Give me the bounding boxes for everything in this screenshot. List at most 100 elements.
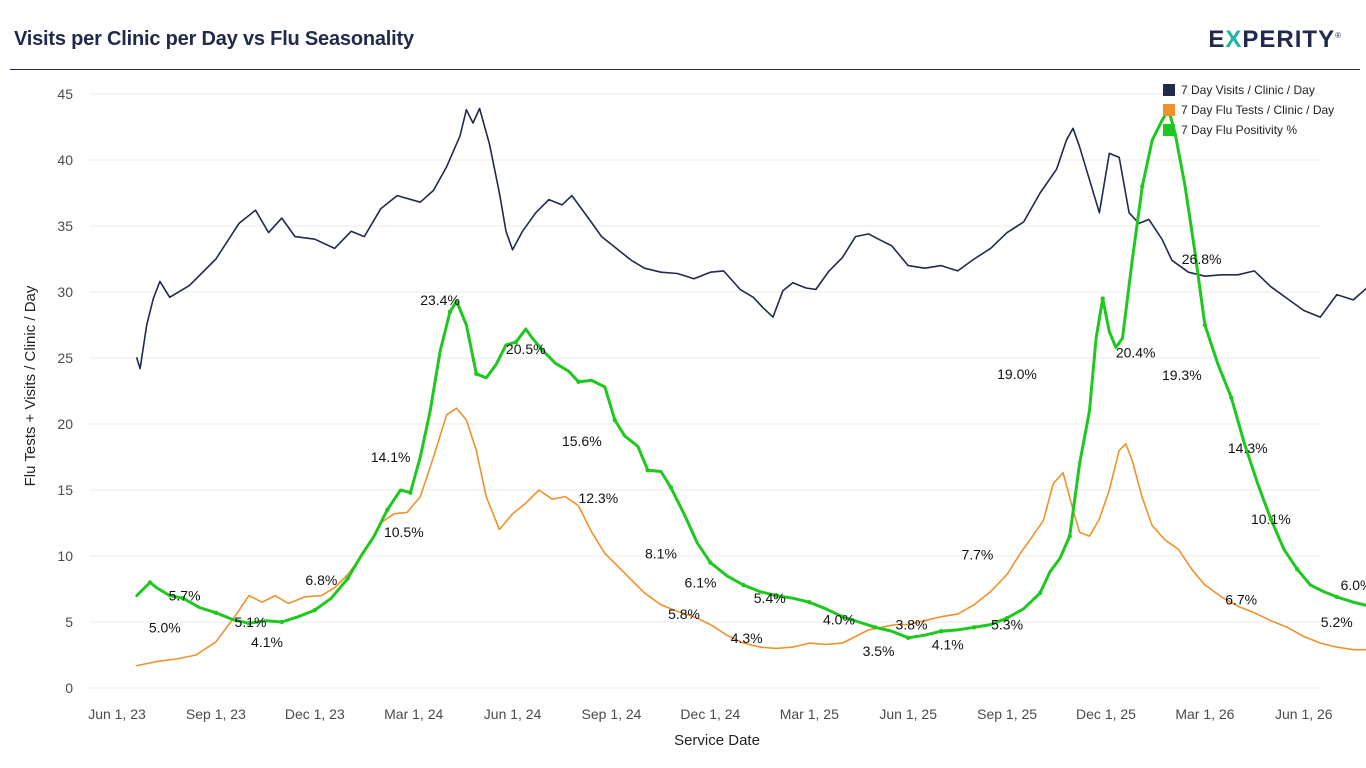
- y-tick-label: 0: [65, 680, 73, 696]
- experity-logo: EXPERITY®: [1208, 26, 1342, 54]
- y-tick-label: 45: [57, 86, 73, 102]
- data-label: 20.5%: [506, 341, 546, 357]
- data-label: 6.1%: [685, 574, 717, 590]
- data-label: 10.5%: [384, 524, 424, 540]
- y-tick-label: 10: [57, 548, 73, 564]
- series-line-2: [136, 407, 1366, 667]
- positivity-marker: [668, 485, 674, 490]
- x-tick-label: Sep 1, 24: [582, 706, 642, 722]
- data-label: 19.3%: [1162, 367, 1202, 383]
- data-label: 3.8%: [896, 617, 928, 633]
- positivity-marker: [1334, 594, 1339, 600]
- x-axis-label: Service Date: [674, 732, 760, 749]
- header: Visits per Clinic per Day vs Flu Seasona…: [0, 0, 1366, 70]
- positivity-marker: [1295, 567, 1300, 572]
- positivity-marker: [180, 596, 186, 601]
- x-axis-ticks: Jun 1, 23 Sep 1, 23 Dec 1, 23 Mar 1, 24 Jun …: [88, 706, 1333, 722]
- data-labels: 5.7% 5.0% 5.1% 4.1% 6.8% 10.5% 14.1% 23.4% 20.5%…: [149, 251, 1366, 659]
- logo-x: X: [1225, 26, 1243, 53]
- data-label: 14.1%: [371, 449, 411, 465]
- data-label: 5.3%: [991, 617, 1023, 633]
- data-label: 14.3%: [1228, 440, 1268, 456]
- data-label: 23.4%: [420, 292, 460, 308]
- data-label: 5.7%: [169, 588, 201, 604]
- positivity-marker: [1140, 184, 1145, 189]
- positivity-marker: [540, 347, 545, 353]
- legend-label: 7 Day Flu Positivity %: [1181, 123, 1297, 137]
- positivity-marker: [1229, 395, 1234, 400]
- positivity-marker: [385, 507, 390, 512]
- positivity-marker: [938, 629, 944, 634]
- positivity-marker: [906, 635, 911, 641]
- y-tick-label: 25: [57, 350, 73, 366]
- positivity-marker: [971, 625, 977, 630]
- data-label: 5.0%: [149, 619, 181, 635]
- positivity-marker: [708, 560, 713, 565]
- y-tick-label: 5: [65, 614, 73, 630]
- data-label: 26.8%: [1182, 251, 1222, 267]
- data-label: 6.0%: [1341, 577, 1366, 593]
- y-tick-label: 35: [57, 218, 73, 234]
- positivity-marker: [1004, 615, 1010, 621]
- positivity-marker: [1100, 296, 1105, 301]
- positivity-marker: [279, 619, 285, 625]
- data-label: 8.1%: [645, 545, 677, 561]
- y-axis-label: Flu Tests + Visits / Clinic / Day: [22, 285, 39, 486]
- positivity-marker: [147, 580, 153, 585]
- x-tick-label: Dec 1, 25: [1076, 706, 1136, 722]
- y-tick-label: 40: [57, 152, 73, 168]
- data-label: 15.6%: [562, 433, 602, 449]
- positivity-marker: [645, 468, 650, 473]
- data-label: 6.7%: [1225, 592, 1257, 608]
- legend-swatch: [1163, 124, 1175, 136]
- x-tick-label: Jun 1, 24: [484, 706, 542, 722]
- data-label: 5.8%: [668, 606, 700, 622]
- positivity-marker: [213, 610, 219, 615]
- x-tick-label: Jun 1, 26: [1275, 706, 1333, 722]
- data-label: 4.0%: [823, 611, 855, 627]
- page-title: Visits per Clinic per Day vs Flu Seasona…: [14, 28, 414, 50]
- data-label: 5.1%: [235, 614, 267, 630]
- positivity-marker: [741, 582, 746, 588]
- legend-label: 7 Day Flu Tests / Clinic / Day: [1181, 103, 1334, 117]
- data-label: 10.1%: [1251, 511, 1291, 527]
- logo-suffix: PERITY: [1242, 26, 1336, 53]
- data-label: 4.1%: [932, 636, 964, 652]
- data-label: 5.2%: [1321, 614, 1353, 630]
- data-label: 6.8%: [305, 572, 337, 588]
- x-tick-label: Dec 1, 24: [680, 706, 740, 722]
- positivity-marker: [807, 600, 812, 605]
- x-tick-label: Mar 1, 26: [1175, 706, 1234, 722]
- positivity-marker: [408, 490, 413, 495]
- y-tick-label: 30: [57, 284, 73, 300]
- positivity-marker: [840, 614, 845, 619]
- x-tick-label: Dec 1, 23: [285, 706, 345, 722]
- data-label: 5.4%: [754, 590, 786, 606]
- positivity-marker: [576, 379, 581, 384]
- positivity-marker: [447, 309, 453, 314]
- legend-label: 7 Day Visits / Clinic / Day: [1181, 83, 1315, 97]
- x-tick-label: Mar 1, 25: [780, 706, 839, 722]
- legend-swatch: [1163, 104, 1175, 116]
- header-divider: [10, 69, 1360, 70]
- logo-prefix: E: [1208, 26, 1226, 53]
- positivity-marker: [612, 417, 617, 423]
- positivity-marker: [1067, 534, 1072, 539]
- series-line-1: [136, 107, 1366, 370]
- grid: [90, 93, 1320, 689]
- positivity-marker: [1037, 590, 1043, 596]
- x-tick-label: Sep 1, 23: [186, 706, 246, 722]
- positivity-marker: [246, 621, 252, 626]
- positivity-marker: [873, 625, 878, 630]
- y-tick-label: 15: [57, 482, 73, 498]
- x-tick-label: Sep 1, 25: [977, 706, 1037, 722]
- data-markers: [147, 107, 1339, 641]
- x-tick-label: Jun 1, 25: [879, 706, 937, 722]
- positivity-marker: [1202, 322, 1208, 328]
- data-label: 4.3%: [731, 630, 763, 646]
- positivity-marker: [774, 593, 779, 598]
- legend-swatch: [1163, 84, 1175, 96]
- positivity-marker: [513, 339, 519, 345]
- data-label: 3.5%: [863, 643, 895, 659]
